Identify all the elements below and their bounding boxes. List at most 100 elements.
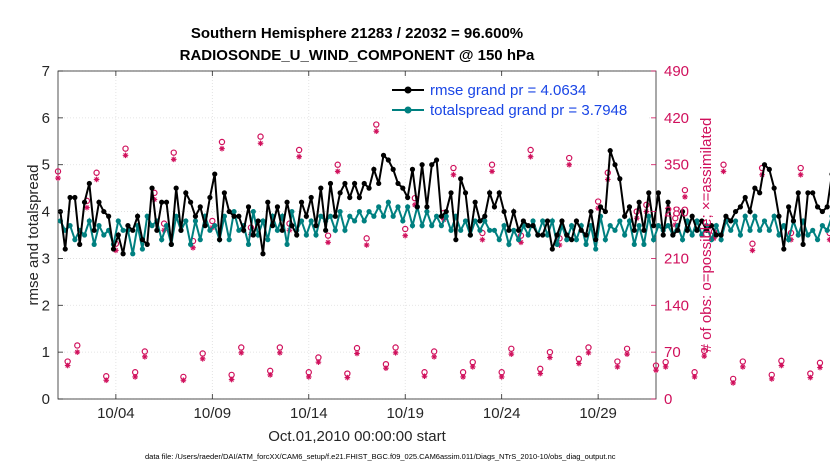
rmse-point: [77, 241, 83, 247]
totalspread-point: [477, 227, 483, 233]
totalspread-point: [496, 237, 502, 243]
rmse-point: [540, 232, 546, 238]
rmse-point: [781, 246, 787, 252]
obs-possible-marker: [334, 161, 341, 168]
totalspread-point: [356, 208, 363, 215]
obs-possible-marker: [170, 149, 177, 156]
obs-assimilated-marker: [267, 372, 273, 378]
legend-box: [385, 77, 649, 123]
totalspread-point: [487, 227, 493, 233]
obs-assimilated-marker: [55, 175, 61, 181]
rmse-point: [747, 208, 753, 215]
totalspread-point: [274, 227, 281, 233]
totalspread-point: [72, 237, 78, 243]
rmse-point: [120, 251, 126, 257]
totalspread-point: [781, 223, 787, 229]
rmse-point: [303, 213, 309, 219]
totalspread-point: [371, 213, 377, 219]
obs-assimilated-marker: [325, 239, 331, 246]
obs-assimilated-marker: [84, 204, 90, 211]
totalspread-point: [159, 237, 165, 243]
obs-assimilated-marker: [730, 380, 736, 386]
totalspread-point: [699, 232, 705, 238]
rmse-point: [125, 223, 131, 229]
obs-assimilated-marker: [720, 168, 727, 175]
rmse-point: [501, 208, 507, 215]
totalspread-point: [429, 223, 435, 229]
rmse-point: [810, 190, 816, 196]
rmse-point: [260, 251, 266, 257]
rmse-point: [202, 223, 208, 229]
totalspread-point: [795, 232, 801, 238]
rmse-point: [144, 241, 150, 247]
totalspread-point: [593, 246, 599, 252]
totalspread-point: [351, 218, 358, 224]
rmse-point: [554, 232, 560, 238]
rmse-point: [424, 204, 430, 210]
rmse-point: [472, 199, 478, 205]
rmse-point: [385, 157, 391, 163]
rmse-point: [515, 227, 522, 233]
totalspread-point: [419, 223, 425, 229]
rmse-point: [805, 190, 811, 196]
obs-assimilated-marker: [527, 153, 534, 160]
obs-assimilated-marker: [334, 168, 341, 175]
obs-assimilated-marker: [508, 351, 515, 357]
rmse-point: [689, 213, 695, 219]
totalspread-point: [607, 223, 613, 229]
totalspread-point: [395, 204, 401, 210]
obs-possible-marker: [209, 217, 216, 225]
totalspread-point: [655, 223, 662, 229]
obs-assimilated-marker: [180, 377, 187, 384]
rmse-point: [438, 213, 444, 219]
obs-assimilated-marker: [354, 350, 360, 357]
rmse-point: [535, 232, 541, 238]
rmse-point: [679, 208, 686, 215]
rmse-point: [332, 213, 338, 219]
obs-possible-marker: [74, 342, 81, 349]
rmse-point: [216, 237, 223, 243]
obs-possible-marker: [527, 146, 534, 154]
totalspread-point: [728, 227, 734, 233]
data-file-footer: data file: /Users/raeder/DAI/ATM_forcXX/…: [145, 452, 616, 461]
obs-assimilated-marker: [402, 232, 409, 239]
rmse-point: [776, 213, 782, 219]
totalspread-point: [284, 241, 290, 247]
rmse-point: [405, 194, 411, 201]
y-tick-label-left: 0: [42, 391, 50, 408]
rmse-point: [226, 208, 232, 215]
rmse-point: [207, 194, 213, 201]
rmse-point: [159, 199, 165, 205]
totalspread-point: [617, 218, 623, 224]
obs-assimilated-marker: [576, 360, 582, 367]
obs-assimilated-marker: [93, 176, 100, 183]
totalspread-point: [511, 227, 517, 233]
totalspread-point: [188, 241, 194, 247]
rmse-point: [323, 227, 329, 233]
rmse-point: [511, 208, 517, 215]
y-tick-label-right: 280: [664, 204, 689, 221]
obs-assimilated-marker: [421, 373, 428, 380]
obs-assimilated-marker: [614, 364, 621, 370]
rmse-point: [115, 232, 121, 238]
rmse-point: [279, 227, 285, 233]
obs-assimilated-marker: [305, 374, 312, 380]
rmse-point: [284, 199, 290, 205]
y-tick-label-right: 0: [664, 391, 672, 408]
legend-totalspread-marker: [404, 106, 412, 114]
rmse-point: [786, 204, 792, 210]
rmse-point: [704, 227, 710, 233]
obs-assimilated-marker: [682, 194, 688, 200]
obs-assimilated-marker: [64, 362, 71, 369]
rmse-point: [622, 213, 628, 219]
totalspread-point: [631, 241, 637, 247]
obs-possible-marker: [54, 168, 62, 175]
rmse-point: [110, 246, 117, 252]
obs-possible-marker: [681, 186, 689, 194]
rmse-point: [188, 199, 194, 205]
totalspread-point: [250, 208, 256, 215]
obs-assimilated-marker: [537, 370, 544, 377]
rmse-point: [819, 208, 825, 215]
totalspread-point: [245, 241, 252, 247]
totalspread-point: [766, 227, 772, 233]
